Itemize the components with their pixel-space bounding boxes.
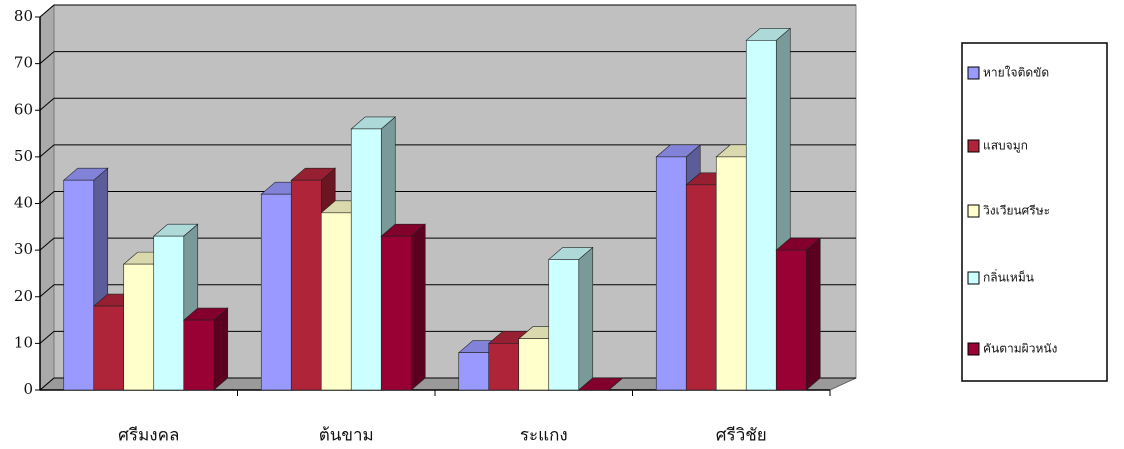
legend-swatch <box>967 204 980 218</box>
y-tick-label: 10 <box>14 333 33 351</box>
legend-label: คันตามผิวหนัง <box>983 342 1057 356</box>
grid-line-side <box>39 97 55 111</box>
y-tick-label: 80 <box>14 7 33 25</box>
bar <box>183 319 215 391</box>
bar <box>320 212 352 391</box>
y-tick-label: 70 <box>14 54 33 72</box>
y-tick-label: 50 <box>14 147 33 165</box>
legend-swatch <box>967 271 980 285</box>
bar-side <box>578 246 594 391</box>
x-tick-label: ศรีมงคล <box>118 426 179 446</box>
bar <box>153 235 185 391</box>
bar <box>260 193 292 391</box>
x-tick-label: ต้นขาม <box>319 426 374 446</box>
bar <box>123 263 155 391</box>
bar <box>380 235 412 391</box>
legend-swatch <box>967 342 980 356</box>
legend-label: แสบจมูก <box>983 139 1028 154</box>
bar <box>548 259 580 391</box>
legend-label: กลิ่นเหม็น <box>983 269 1034 285</box>
legend-swatch <box>967 66 980 80</box>
bar <box>93 305 125 391</box>
bar-side <box>410 223 426 391</box>
bar <box>290 179 322 391</box>
bar <box>488 343 520 391</box>
bar-side <box>805 237 821 391</box>
bar <box>63 179 95 391</box>
bar <box>775 249 807 391</box>
y-tick-label: 20 <box>14 287 33 305</box>
grid-line-side <box>39 4 55 18</box>
bar-top <box>577 377 624 391</box>
y-tick-label: 30 <box>14 240 33 258</box>
grid-line-side <box>39 144 55 158</box>
grid-line-side <box>39 191 55 204</box>
y-tick-label: 0 <box>23 380 33 398</box>
bar <box>350 128 382 391</box>
legend-swatch <box>967 139 980 153</box>
grid-line-side <box>39 377 55 391</box>
y-tick-label: 60 <box>14 100 33 118</box>
bar <box>745 40 777 391</box>
grid-line-side <box>39 330 55 344</box>
y-tick-label: 40 <box>14 194 33 212</box>
grid-line-side <box>39 284 55 298</box>
x-tick-label: ศรีวิชัย <box>716 426 767 446</box>
x-tick-label: ระแกง <box>520 426 568 446</box>
bar <box>458 352 490 391</box>
legend-box <box>961 42 1108 382</box>
grid-line-side <box>39 237 55 251</box>
legend-label: หายใจติดขัด <box>983 66 1049 80</box>
bar-side <box>213 307 229 391</box>
grid-line-side <box>39 51 55 65</box>
bar <box>655 156 687 391</box>
bar <box>518 338 550 391</box>
legend-label: วิงเวียนศรีษะ <box>983 204 1050 218</box>
bar <box>715 156 747 391</box>
bar <box>685 184 717 391</box>
